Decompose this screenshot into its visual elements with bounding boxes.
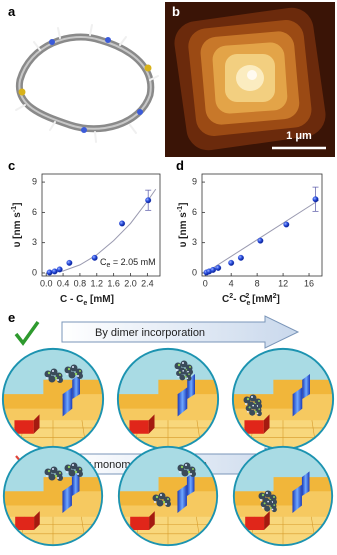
text: ]	[12, 203, 23, 206]
y-tick-label: 6	[192, 207, 197, 217]
text: 2	[245, 293, 249, 300]
text: [mM	[249, 294, 272, 305]
text: [mM]	[87, 294, 114, 305]
text: ]	[277, 294, 280, 305]
y-axis-label: υ [nm s-1]	[177, 203, 189, 248]
text: = 2.05 mM	[110, 257, 155, 267]
x-tick-label: 0	[203, 278, 208, 288]
plot-frame	[201, 173, 323, 277]
text: C	[100, 257, 107, 267]
y-tick-label: 9	[32, 176, 37, 186]
y-tick-label: 3	[192, 237, 197, 247]
data-point	[66, 259, 73, 266]
text: υ [nm s	[12, 212, 23, 248]
x-tick-label: 2.0	[124, 278, 137, 288]
x-tick-label: 0.4	[57, 278, 70, 288]
data-point	[210, 266, 216, 273]
panel-label: a	[8, 4, 16, 19]
x-tick-label: 2.4	[141, 278, 154, 288]
data-point	[215, 264, 222, 271]
scale-bar-label: 1 μm	[286, 130, 312, 142]
scene-row	[0, 346, 336, 452]
arrow: By dimer incorporation	[61, 315, 300, 349]
arrow-label: By dimer incorporation	[95, 327, 205, 339]
text: C - C	[60, 294, 83, 305]
text: 2	[273, 293, 277, 300]
annotation: Ce = 2.05 mM	[100, 257, 156, 269]
check-icon	[14, 320, 40, 346]
text: -1	[11, 206, 18, 212]
x-tick-label: 0.8	[74, 278, 87, 288]
data-point	[46, 269, 53, 276]
x-axis-label: C2- Ce2 [mM2]	[222, 293, 280, 307]
x-tick-label: 1.2	[91, 278, 104, 288]
y-tick-label: 6	[32, 207, 37, 217]
y-tick-label: 3	[32, 237, 37, 247]
x-tick-label: 12	[278, 278, 288, 288]
x-tick-label: 8	[255, 278, 260, 288]
y-tick-label: 9	[192, 176, 197, 186]
data-point	[56, 266, 63, 273]
data-point	[237, 254, 244, 261]
scene	[0, 346, 106, 452]
fit-line	[204, 199, 320, 274]
text: ]	[178, 203, 189, 206]
y-axis-label: υ [nm s-1]	[11, 203, 23, 248]
x-tick-label: 0.0	[40, 278, 53, 288]
y-tick-label: 0	[192, 267, 197, 277]
data-point	[51, 268, 58, 275]
data-point	[283, 221, 290, 228]
fit-line	[46, 188, 157, 274]
x-tick-label: 4	[229, 278, 234, 288]
y-tick-label: 0	[32, 267, 37, 277]
afm-image: 1 μm	[165, 2, 335, 157]
text: e	[107, 262, 111, 269]
molecule-image	[15, 24, 159, 143]
panel-label: e	[8, 310, 15, 325]
data-point	[228, 259, 235, 266]
data-point	[312, 196, 319, 203]
text: - C	[233, 294, 246, 305]
text: υ [nm s	[178, 212, 189, 248]
text: -1	[177, 206, 184, 212]
scene-row	[1, 444, 335, 548]
data-point	[145, 197, 152, 204]
scene	[115, 346, 221, 452]
panel-label: d	[176, 158, 184, 173]
text: e	[246, 300, 250, 307]
plot-frame	[41, 173, 161, 277]
x-tick-label: 16	[304, 278, 314, 288]
x-tick-label: 1.6	[107, 278, 120, 288]
x-axis-label: C - Ce [mM]	[60, 294, 114, 307]
data-point	[119, 220, 126, 227]
text: C	[222, 294, 229, 305]
text: e	[83, 300, 87, 307]
panel-label: c	[8, 158, 15, 173]
data-point	[257, 237, 264, 244]
data-point	[91, 254, 98, 261]
text: 2	[229, 293, 233, 300]
panel-label: b	[172, 4, 180, 19]
